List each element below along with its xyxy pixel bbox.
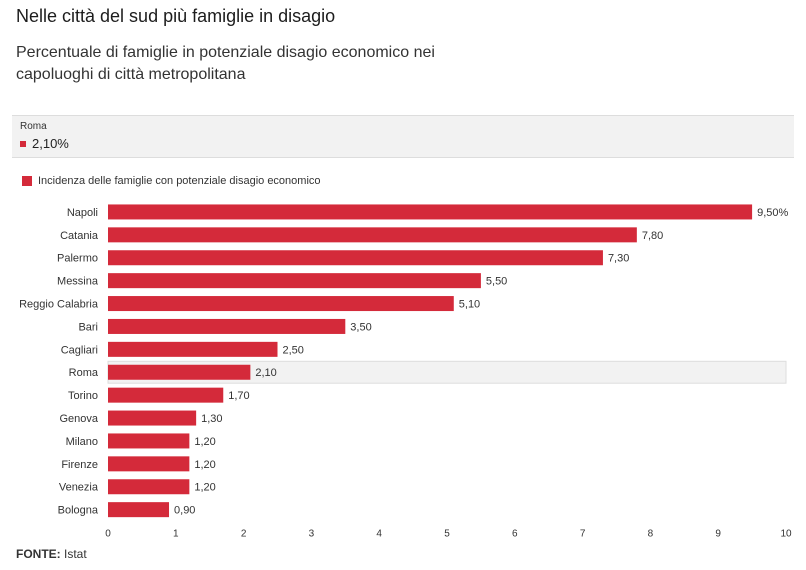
y-tick-label: Napoli	[67, 207, 98, 219]
y-tick-label: Catania	[60, 230, 99, 242]
bar	[108, 273, 481, 289]
source-label: FONTE:	[16, 547, 61, 561]
x-tick-label: 5	[444, 529, 450, 540]
x-tick-label: 2	[241, 529, 247, 540]
x-tick-label: 9	[715, 529, 721, 540]
bar	[108, 341, 278, 357]
y-tick-label: Bologna	[58, 505, 99, 517]
tooltip-value: 2,10%	[32, 136, 69, 151]
x-tick-label: 10	[780, 529, 792, 540]
source: FONTE: Istat	[16, 547, 87, 561]
bar	[108, 318, 346, 334]
chart-title: Nelle città del sud più famiglie in disa…	[16, 6, 336, 26]
y-tick-label: Milano	[66, 436, 98, 448]
bar	[108, 204, 753, 220]
bar	[108, 433, 190, 449]
x-tick-label: 6	[512, 529, 518, 540]
y-tick-label: Reggio Calabria	[19, 298, 99, 310]
bar	[108, 479, 190, 495]
bar	[108, 502, 170, 518]
y-tick-label: Firenze	[61, 459, 98, 471]
y-tick-label: Messina	[57, 276, 99, 288]
x-tick-label: 4	[376, 529, 382, 540]
y-tick-label: Cagliari	[61, 344, 98, 356]
bar	[108, 250, 603, 266]
x-tick-label: 3	[309, 529, 315, 540]
value-label: 2,50	[283, 344, 304, 356]
value-label: 9,50%	[757, 207, 788, 219]
bar	[108, 227, 637, 243]
bar	[108, 387, 224, 403]
source-text: Istat	[64, 547, 87, 561]
value-label: 5,10	[459, 298, 480, 310]
value-label: 0,90	[174, 505, 195, 517]
value-label: 1,30	[201, 413, 222, 425]
value-label: 7,80	[642, 230, 663, 242]
legend-label: Incidenza delle famiglie con potenziale …	[38, 175, 321, 187]
x-tick-label: 1	[173, 529, 179, 540]
value-label: 1,20	[194, 436, 215, 448]
bar	[108, 296, 454, 312]
value-label: 1,70	[228, 390, 249, 402]
y-tick-label: Genova	[59, 413, 98, 425]
y-tick-label: Torino	[68, 390, 98, 402]
y-tick-label: Venezia	[59, 482, 99, 494]
x-tick-label: 7	[580, 529, 586, 540]
tooltip-swatch	[20, 141, 26, 147]
bar	[108, 456, 190, 472]
bar	[108, 410, 197, 426]
x-tick-label: 0	[105, 529, 111, 540]
y-tick-label: Palermo	[57, 253, 98, 265]
value-label: 3,50	[350, 321, 371, 333]
x-tick-label: 8	[648, 529, 654, 540]
tooltip-title: Roma	[20, 121, 47, 132]
legend-swatch	[22, 176, 32, 186]
y-tick-label: Bari	[78, 321, 98, 333]
value-label: 2,10	[255, 367, 276, 379]
bar	[108, 364, 251, 380]
tooltip: Roma 2,10%	[12, 115, 794, 158]
y-tick-label: Roma	[69, 367, 99, 379]
value-label: 1,20	[194, 459, 215, 471]
value-label: 7,30	[608, 253, 629, 265]
chart-subtitle: Percentuale di famiglie in potenziale di…	[16, 44, 435, 83]
value-label: 5,50	[486, 276, 507, 288]
value-label: 1,20	[194, 482, 215, 494]
